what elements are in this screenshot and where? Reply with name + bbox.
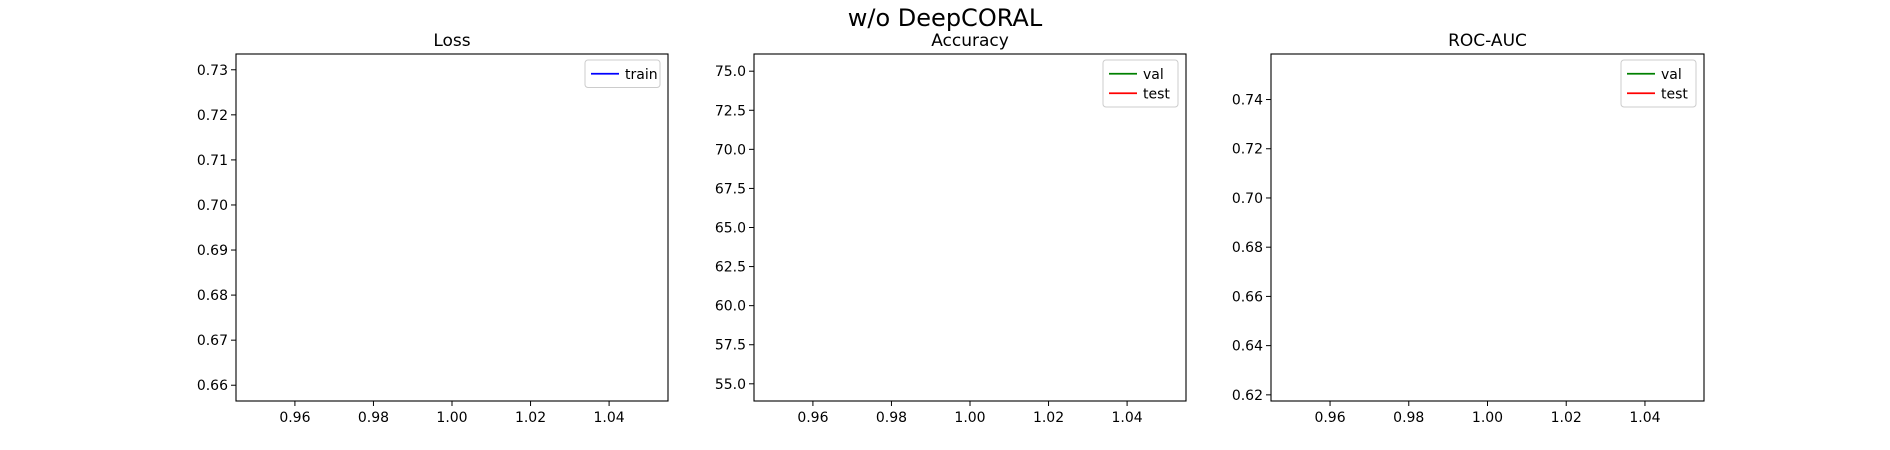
x-tick-label: 1.04 — [1629, 410, 1660, 426]
y-tick-label: 0.69 — [197, 243, 228, 259]
x-tick-label: 1.02 — [1551, 410, 1582, 426]
subplot-title: Accuracy — [931, 31, 1009, 51]
y-tick-label: 0.73 — [197, 63, 228, 79]
y-tick-label: 0.70 — [197, 198, 228, 214]
subplot-title: ROC-AUC — [1448, 31, 1527, 51]
x-tick-label: 1.00 — [1472, 410, 1503, 426]
y-tick-label: 65.0 — [715, 221, 746, 237]
subplot-1: Loss 0.96 0.98 1.00 1.02 1.04 0.66 0.67 0.68 0.69… — [197, 31, 669, 426]
y-tick-label: 72.5 — [715, 103, 746, 119]
subplot-title: Loss — [433, 31, 470, 51]
x-tick-label: 0.98 — [358, 410, 389, 426]
y-tick-label: 60.0 — [715, 299, 746, 315]
legend-label: test — [1143, 86, 1170, 102]
legend-label: val — [1661, 67, 1682, 83]
y-tick-label: 57.5 — [715, 338, 746, 354]
legend: val test — [1620, 59, 1697, 108]
y-tick-label: 0.72 — [197, 108, 228, 124]
x-tick-label: 1.04 — [594, 410, 625, 426]
y-tick-label: 0.62 — [1232, 388, 1263, 404]
x-tick-label: 1.02 — [515, 410, 546, 426]
subplot-3: ROC-AUC 0.96 0.98 1.00 1.02 1.04 0.62 0.64 0.66 0… — [1232, 31, 1705, 426]
y-tick-label: 0.72 — [1232, 142, 1263, 158]
x-tick-label: 0.96 — [279, 410, 310, 426]
legend-box — [1620, 59, 1697, 108]
figure-suptitle: w/o DeepCORAL — [848, 4, 1043, 32]
legend: train — [584, 59, 661, 88]
x-tick-label: 1.04 — [1112, 410, 1143, 426]
subplot-2: Accuracy 0.96 0.98 1.00 1.02 1.04 55.0 57.5 60.0… — [715, 31, 1187, 426]
legend-box — [584, 59, 661, 88]
legend: val test — [1102, 59, 1179, 108]
legend-box — [1102, 59, 1179, 108]
y-tick-label: 0.66 — [197, 378, 228, 394]
y-tick-label: 0.70 — [1232, 191, 1263, 207]
x-tick-label: 0.98 — [1393, 410, 1424, 426]
x-tick-label: 1.02 — [1033, 410, 1064, 426]
x-tick-label: 1.00 — [954, 410, 985, 426]
x-tick-label: 0.98 — [876, 410, 907, 426]
y-tick-label: 70.0 — [715, 142, 746, 158]
y-tick-label: 0.74 — [1232, 93, 1263, 109]
y-tick-label: 0.66 — [1232, 289, 1263, 305]
y-tick-label: 0.64 — [1232, 339, 1263, 355]
y-tick-label: 67.5 — [715, 181, 746, 197]
y-tick-label: 0.71 — [197, 153, 228, 169]
x-tick-label: 1.00 — [436, 410, 467, 426]
y-tick-label: 75.0 — [715, 64, 746, 80]
y-tick-label: 55.0 — [715, 377, 746, 393]
legend-label: train — [625, 67, 658, 83]
y-tick-label: 62.5 — [715, 260, 746, 276]
x-tick-label: 0.96 — [797, 410, 828, 426]
legend-label: val — [1143, 67, 1164, 83]
y-tick-label: 0.67 — [197, 333, 228, 349]
legend-label: test — [1661, 86, 1688, 102]
y-tick-label: 0.68 — [1232, 240, 1263, 256]
x-tick-label: 0.96 — [1314, 410, 1345, 426]
y-tick-label: 0.68 — [197, 288, 228, 304]
subplot-panels: Loss 0.96 0.98 1.00 1.02 1.04 0.66 0.67 0.68 0.69… — [197, 31, 1705, 426]
